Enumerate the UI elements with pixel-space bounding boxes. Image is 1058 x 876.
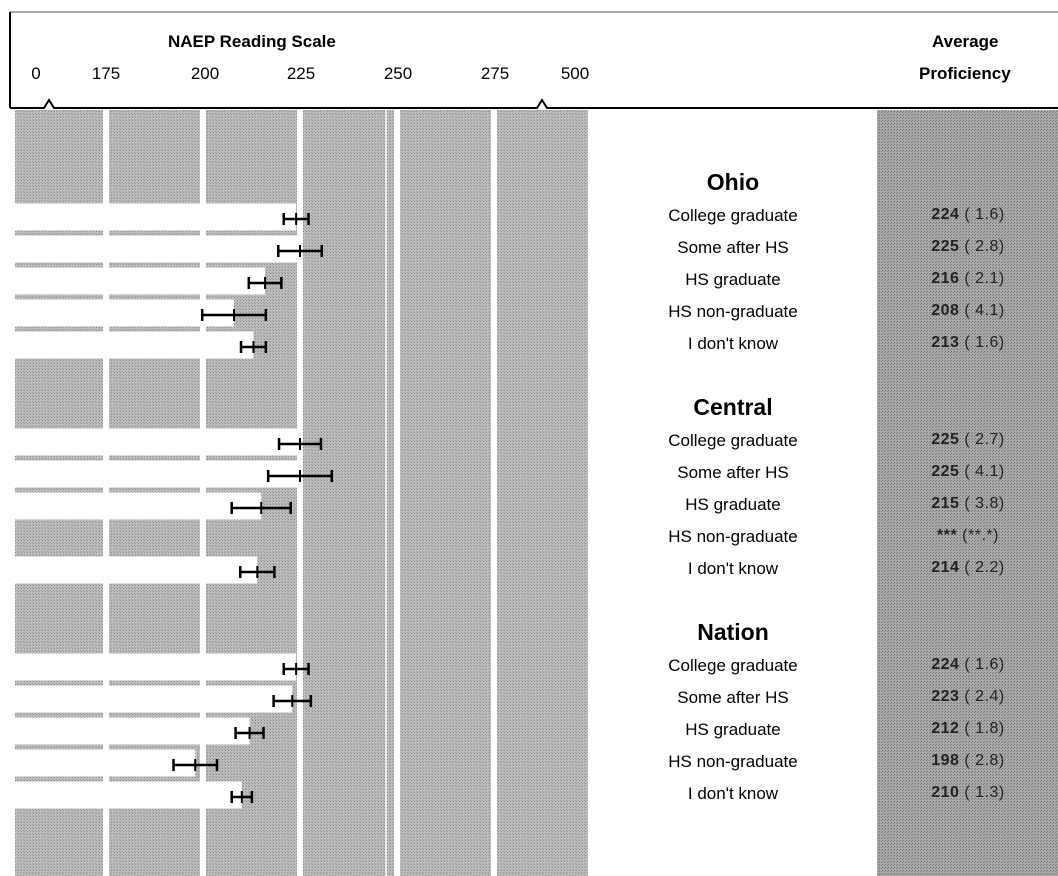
tick-label: 200 — [190, 64, 220, 83]
gridline — [491, 110, 497, 876]
proficiency-value: 210 ( 1.3) — [931, 784, 1005, 801]
group-title-central: Central — [693, 394, 773, 420]
scale-title: NAEP Reading Scale — [168, 32, 336, 51]
proficiency-value: 223 ( 2.4) — [931, 688, 1005, 705]
row-label: HS non-graduate — [668, 527, 798, 546]
row-label: I don't know — [687, 784, 779, 803]
row-label: Some after HS — [677, 463, 789, 482]
group-title-ohio: Ohio — [706, 169, 760, 195]
tick-label: 225 — [286, 64, 316, 83]
proficiency-value: 215 ( 3.8) — [931, 495, 1005, 512]
proficiency-value: *** (**.*) — [937, 527, 999, 544]
tick-label: 275 — [480, 64, 510, 83]
bar — [15, 556, 258, 584]
bar — [15, 460, 300, 488]
group-title-nation: Nation — [697, 619, 769, 645]
row-label: HS graduate — [685, 720, 781, 739]
tick-label: 175 — [91, 64, 121, 83]
proficiency-value: 212 ( 1.8) — [931, 720, 1005, 737]
bar — [15, 331, 254, 359]
row-label: I don't know — [687, 334, 779, 353]
gridline — [385, 110, 387, 876]
proficiency-value: 198 ( 2.8) — [931, 752, 1005, 769]
proficiency-title-line1: Average — [932, 32, 999, 51]
bar — [15, 717, 250, 745]
x-axis-line — [10, 98, 1058, 109]
bar — [15, 203, 297, 231]
row-label: HS non-graduate — [668, 752, 798, 771]
tick-label: 250 — [383, 64, 413, 83]
row-label: I don't know — [687, 559, 779, 578]
row-label: College graduate — [668, 431, 798, 450]
row-label: College graduate — [668, 206, 798, 225]
bar — [15, 492, 262, 520]
tick-label: 0 — [31, 64, 41, 83]
bar — [15, 781, 242, 809]
proficiency-value: 208 ( 4.1) — [931, 302, 1005, 319]
proficiency-value: 214 ( 2.2) — [931, 559, 1005, 576]
bar — [15, 267, 266, 295]
proficiency-value: 225 ( 4.1) — [931, 463, 1005, 480]
proficiency-value: 225 ( 2.8) — [931, 238, 1005, 255]
row-label: Some after HS — [677, 688, 789, 707]
bar — [15, 685, 293, 713]
proficiency-value: 224 ( 1.6) — [931, 656, 1005, 673]
row-label: HS non-graduate — [668, 302, 798, 321]
proficiency-column-background — [877, 110, 1058, 876]
tick-label: 500 — [560, 64, 590, 83]
proficiency-value: 224 ( 1.6) — [931, 206, 1005, 223]
bar — [15, 749, 196, 777]
proficiency-value: 225 ( 2.7) — [931, 431, 1005, 448]
row-label: College graduate — [668, 656, 798, 675]
bar — [15, 299, 235, 327]
row-label: HS graduate — [685, 270, 781, 289]
bar — [15, 235, 300, 263]
row-label: HS graduate — [685, 495, 781, 514]
proficiency-value: 213 ( 1.6) — [931, 334, 1005, 351]
gridline — [297, 110, 303, 876]
gridline — [394, 110, 400, 876]
bar — [15, 428, 300, 456]
proficiency-title-line2: Proficiency — [919, 64, 1011, 83]
proficiency-value: 216 ( 2.1) — [931, 270, 1005, 287]
bar — [15, 653, 297, 681]
row-label: Some after HS — [677, 238, 789, 257]
